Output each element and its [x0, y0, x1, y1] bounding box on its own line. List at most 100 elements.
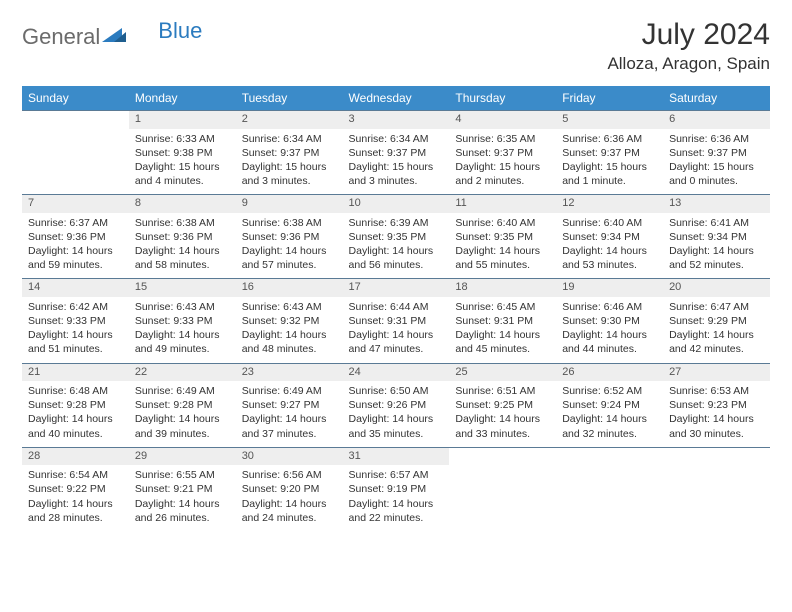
day-content-cell: Sunrise: 6:47 AMSunset: 9:29 PMDaylight:…	[663, 297, 770, 363]
sunset-line: Sunset: 9:35 PM	[349, 230, 444, 244]
day-content-cell: Sunrise: 6:35 AMSunset: 9:37 PMDaylight:…	[449, 129, 556, 195]
daylight-line: Daylight: 15 hours and 4 minutes.	[135, 160, 230, 188]
day-content-cell: Sunrise: 6:39 AMSunset: 9:35 PMDaylight:…	[343, 213, 450, 279]
day-content-row: Sunrise: 6:48 AMSunset: 9:28 PMDaylight:…	[22, 381, 770, 447]
day-content-cell: Sunrise: 6:57 AMSunset: 9:19 PMDaylight:…	[343, 465, 450, 531]
sunset-line: Sunset: 9:33 PM	[28, 314, 123, 328]
sunset-line: Sunset: 9:37 PM	[242, 146, 337, 160]
sunset-line: Sunset: 9:19 PM	[349, 482, 444, 496]
sunset-line: Sunset: 9:32 PM	[242, 314, 337, 328]
sunrise-line: Sunrise: 6:46 AM	[562, 300, 657, 314]
day-content-cell: Sunrise: 6:40 AMSunset: 9:34 PMDaylight:…	[556, 213, 663, 279]
day-number-cell: 16	[236, 279, 343, 297]
day-content-cell: Sunrise: 6:33 AMSunset: 9:38 PMDaylight:…	[129, 129, 236, 195]
day-number-cell	[449, 447, 556, 465]
daylight-line: Daylight: 15 hours and 3 minutes.	[349, 160, 444, 188]
day-content-cell	[556, 465, 663, 531]
daylight-line: Daylight: 14 hours and 40 minutes.	[28, 412, 123, 440]
day-number-cell: 6	[663, 111, 770, 129]
day-header: Saturday	[663, 86, 770, 111]
day-content-cell: Sunrise: 6:42 AMSunset: 9:33 PMDaylight:…	[22, 297, 129, 363]
sunset-line: Sunset: 9:36 PM	[135, 230, 230, 244]
sunrise-line: Sunrise: 6:38 AM	[135, 216, 230, 230]
sunrise-line: Sunrise: 6:37 AM	[28, 216, 123, 230]
day-content-cell: Sunrise: 6:49 AMSunset: 9:27 PMDaylight:…	[236, 381, 343, 447]
day-content-cell: Sunrise: 6:56 AMSunset: 9:20 PMDaylight:…	[236, 465, 343, 531]
location: Alloza, Aragon, Spain	[607, 54, 770, 74]
sunrise-line: Sunrise: 6:50 AM	[349, 384, 444, 398]
day-content-cell: Sunrise: 6:41 AMSunset: 9:34 PMDaylight:…	[663, 213, 770, 279]
daylight-line: Daylight: 14 hours and 52 minutes.	[669, 244, 764, 272]
day-number-row: 21222324252627	[22, 363, 770, 381]
day-number-cell: 24	[343, 363, 450, 381]
day-number-cell: 21	[22, 363, 129, 381]
day-content-cell	[449, 465, 556, 531]
sunrise-line: Sunrise: 6:41 AM	[669, 216, 764, 230]
day-number-cell	[22, 111, 129, 129]
sunrise-line: Sunrise: 6:39 AM	[349, 216, 444, 230]
daylight-line: Daylight: 14 hours and 56 minutes.	[349, 244, 444, 272]
day-content-cell: Sunrise: 6:50 AMSunset: 9:26 PMDaylight:…	[343, 381, 450, 447]
day-number-cell: 31	[343, 447, 450, 465]
day-number-cell: 13	[663, 195, 770, 213]
sunrise-line: Sunrise: 6:54 AM	[28, 468, 123, 482]
day-content-cell	[663, 465, 770, 531]
day-number-cell: 27	[663, 363, 770, 381]
sunset-line: Sunset: 9:21 PM	[135, 482, 230, 496]
sunset-line: Sunset: 9:20 PM	[242, 482, 337, 496]
sunset-line: Sunset: 9:31 PM	[349, 314, 444, 328]
day-number-cell	[663, 447, 770, 465]
sunrise-line: Sunrise: 6:43 AM	[242, 300, 337, 314]
day-number-cell: 17	[343, 279, 450, 297]
sunrise-line: Sunrise: 6:38 AM	[242, 216, 337, 230]
daylight-line: Daylight: 14 hours and 26 minutes.	[135, 497, 230, 525]
day-content-cell: Sunrise: 6:43 AMSunset: 9:32 PMDaylight:…	[236, 297, 343, 363]
day-content-cell: Sunrise: 6:51 AMSunset: 9:25 PMDaylight:…	[449, 381, 556, 447]
sunrise-line: Sunrise: 6:42 AM	[28, 300, 123, 314]
sunset-line: Sunset: 9:26 PM	[349, 398, 444, 412]
sunrise-line: Sunrise: 6:51 AM	[455, 384, 550, 398]
sunrise-line: Sunrise: 6:34 AM	[349, 132, 444, 146]
day-number-cell: 26	[556, 363, 663, 381]
day-content-cell: Sunrise: 6:48 AMSunset: 9:28 PMDaylight:…	[22, 381, 129, 447]
day-number-row: 123456	[22, 111, 770, 129]
sunrise-line: Sunrise: 6:40 AM	[562, 216, 657, 230]
sunrise-line: Sunrise: 6:55 AM	[135, 468, 230, 482]
day-content-cell: Sunrise: 6:45 AMSunset: 9:31 PMDaylight:…	[449, 297, 556, 363]
day-content-cell: Sunrise: 6:37 AMSunset: 9:36 PMDaylight:…	[22, 213, 129, 279]
day-header: Friday	[556, 86, 663, 111]
daylight-line: Daylight: 14 hours and 51 minutes.	[28, 328, 123, 356]
daylight-line: Daylight: 14 hours and 28 minutes.	[28, 497, 123, 525]
sunset-line: Sunset: 9:27 PM	[242, 398, 337, 412]
sunset-line: Sunset: 9:37 PM	[669, 146, 764, 160]
day-number-cell: 19	[556, 279, 663, 297]
day-content-cell: Sunrise: 6:53 AMSunset: 9:23 PMDaylight:…	[663, 381, 770, 447]
daylight-line: Daylight: 14 hours and 49 minutes.	[135, 328, 230, 356]
day-number-cell: 2	[236, 111, 343, 129]
day-number-cell: 7	[22, 195, 129, 213]
day-content-cell: Sunrise: 6:52 AMSunset: 9:24 PMDaylight:…	[556, 381, 663, 447]
daylight-line: Daylight: 14 hours and 44 minutes.	[562, 328, 657, 356]
logo: General Blue	[22, 24, 202, 50]
sunrise-line: Sunrise: 6:40 AM	[455, 216, 550, 230]
daylight-line: Daylight: 14 hours and 48 minutes.	[242, 328, 337, 356]
day-number-cell: 15	[129, 279, 236, 297]
day-number-cell: 14	[22, 279, 129, 297]
day-number-cell: 1	[129, 111, 236, 129]
day-number-cell: 8	[129, 195, 236, 213]
sunset-line: Sunset: 9:22 PM	[28, 482, 123, 496]
daylight-line: Daylight: 14 hours and 53 minutes.	[562, 244, 657, 272]
day-header: Wednesday	[343, 86, 450, 111]
sunrise-line: Sunrise: 6:34 AM	[242, 132, 337, 146]
sunrise-line: Sunrise: 6:57 AM	[349, 468, 444, 482]
day-number-cell: 29	[129, 447, 236, 465]
sunset-line: Sunset: 9:36 PM	[28, 230, 123, 244]
day-header: Sunday	[22, 86, 129, 111]
daylight-line: Daylight: 14 hours and 45 minutes.	[455, 328, 550, 356]
sunrise-line: Sunrise: 6:49 AM	[242, 384, 337, 398]
day-number-cell: 4	[449, 111, 556, 129]
sunset-line: Sunset: 9:34 PM	[669, 230, 764, 244]
sunset-line: Sunset: 9:38 PM	[135, 146, 230, 160]
day-number-cell: 25	[449, 363, 556, 381]
day-content-cell: Sunrise: 6:43 AMSunset: 9:33 PMDaylight:…	[129, 297, 236, 363]
